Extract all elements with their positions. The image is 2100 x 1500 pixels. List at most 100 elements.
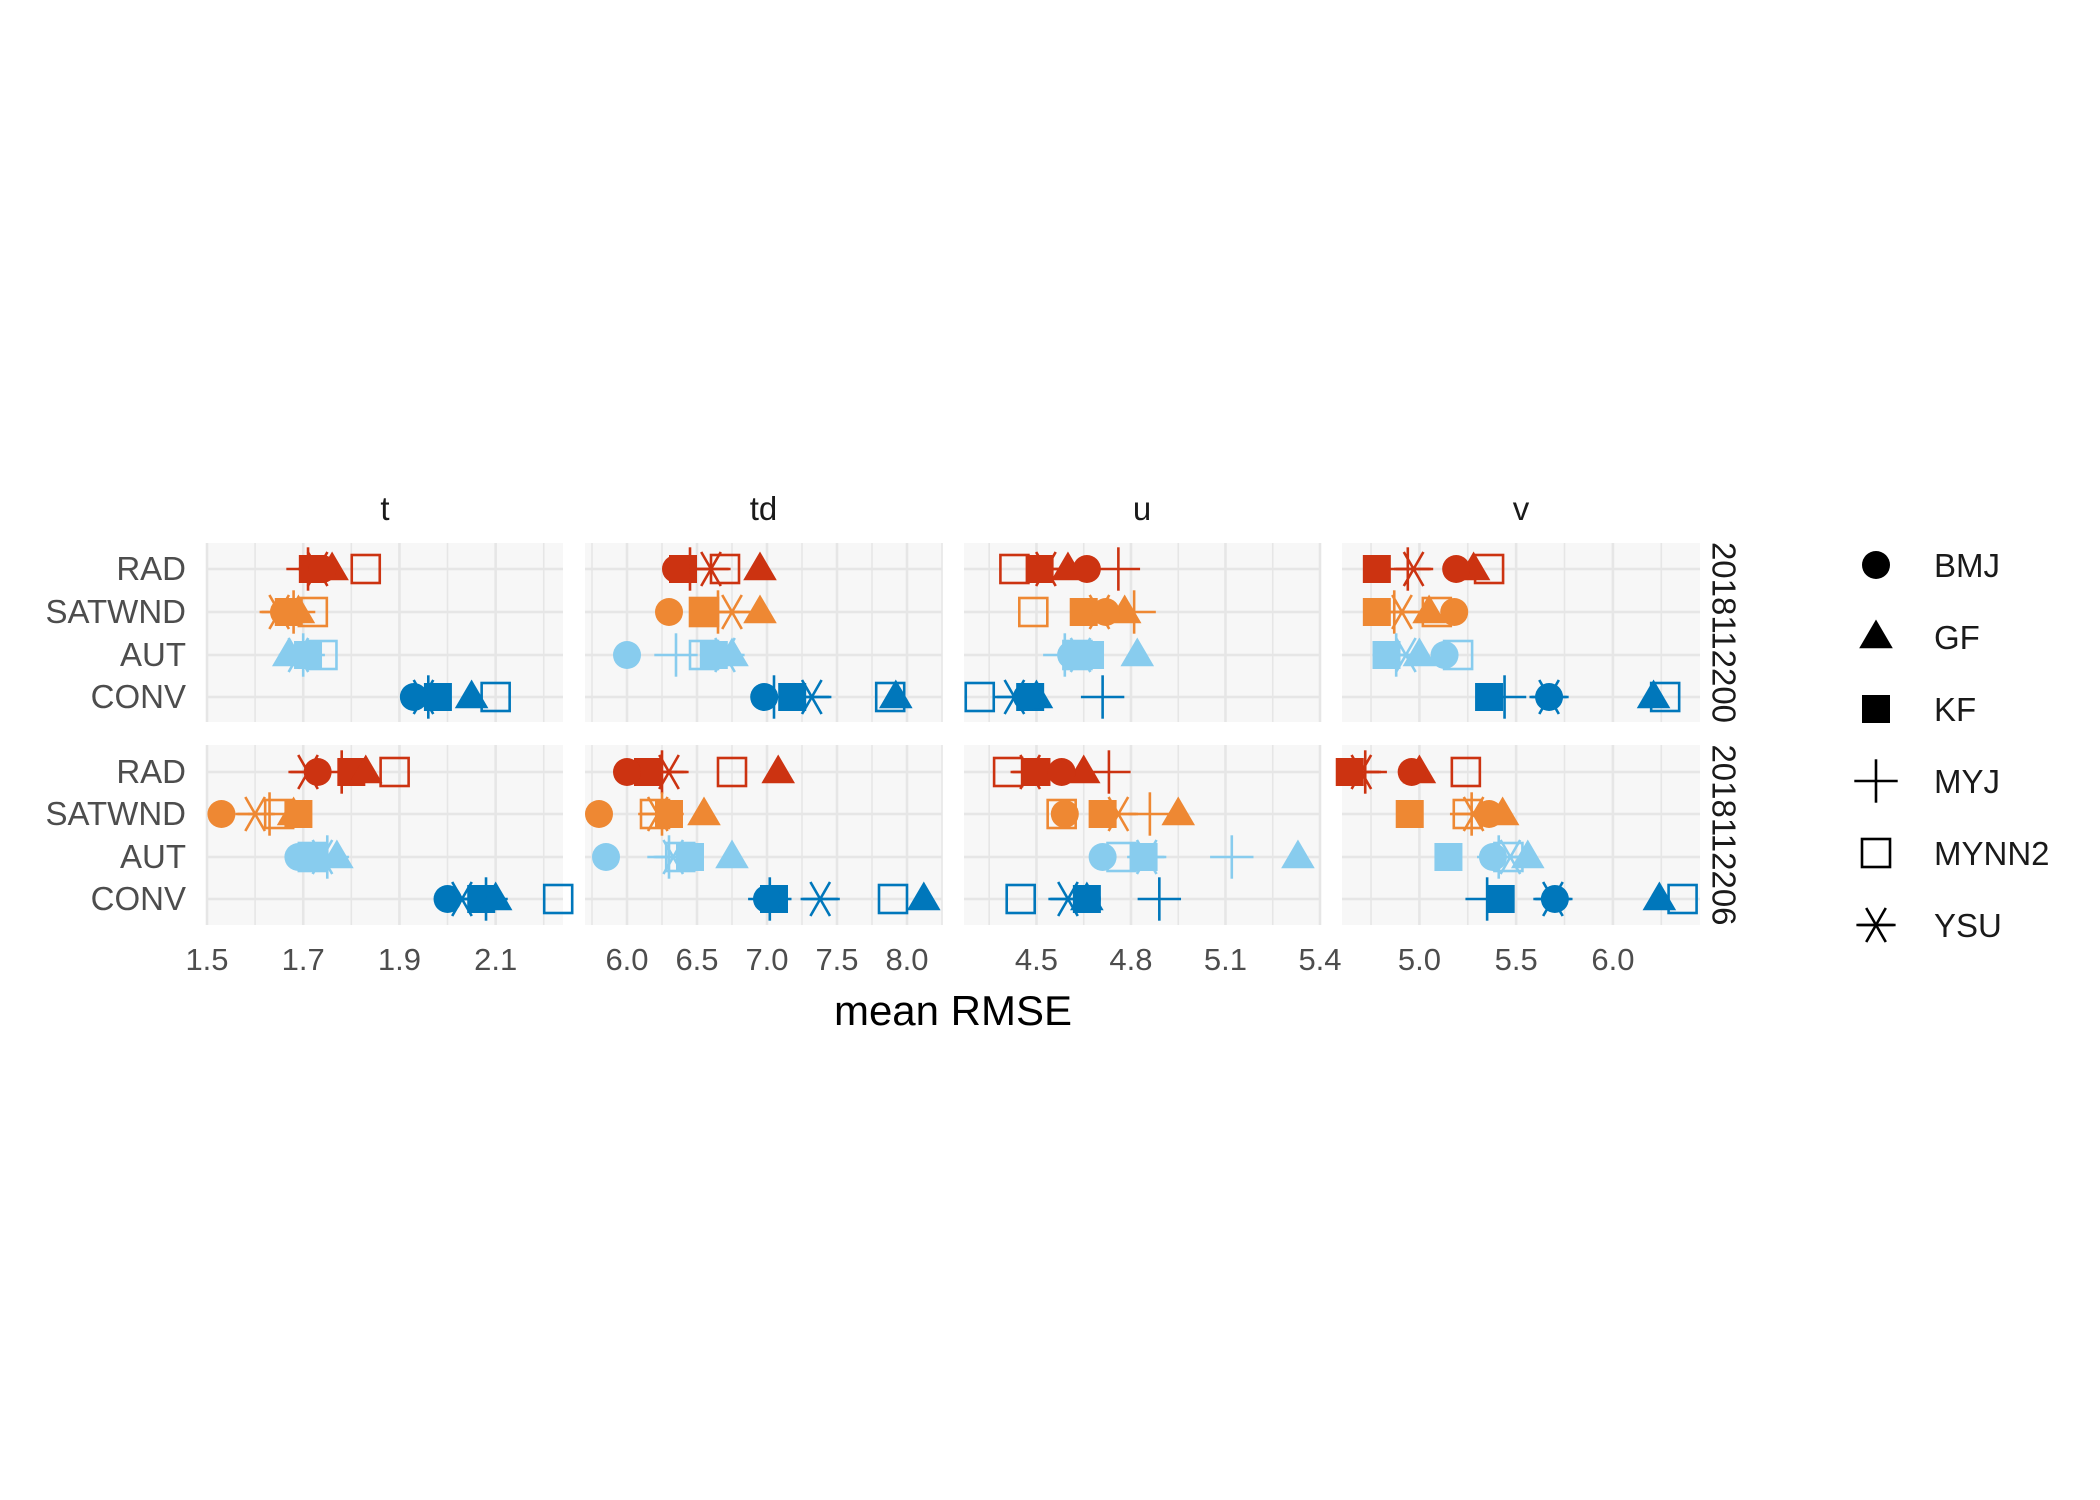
point-v-2018112206-CONV-GF: [1642, 881, 1677, 911]
row-strips: 2018112200 2018112206: [1706, 542, 1743, 925]
x-tick-t: 2.1: [474, 942, 517, 977]
point-u-2018112200-SATWND-BMJ: [1091, 598, 1120, 626]
point-v-2018112200-AUT-GF: [1402, 637, 1437, 667]
legend-item-BMJ: BMJ: [1862, 547, 2000, 584]
panel-u-2018112206: [964, 745, 1322, 925]
point-td-2018112206-AUT-KF: [676, 843, 704, 871]
point-t-2018112206-AUT-GF: [320, 839, 354, 869]
x-tick-td: 6.0: [605, 942, 648, 977]
axis-labels: t td u v 2018112200 2018112206 RAD SATWND AUT CON…: [45, 490, 1742, 977]
point-td-2018112206-SATWND-KF: [655, 800, 683, 828]
point-td-2018112200-CONV-BMJ: [750, 683, 779, 711]
legend-item-MYJ: MYJ: [1854, 759, 2000, 803]
point-v-2018112206-CONV-BMJ: [1540, 885, 1569, 913]
point-td-2018112206-CONV-YSU: [800, 881, 840, 917]
point-td-2018112200-SATWND-GF: [743, 594, 777, 624]
point-td-2018112206-CONV-MYNN2: [877, 883, 909, 915]
point-td-2018112200-CONV-GF: [879, 679, 913, 709]
point-v-2018112206-AUT-GF: [1510, 839, 1545, 869]
point-v-2018112206-SATWND-KF: [1395, 800, 1424, 828]
y-tick-SATWND: SATWND: [45, 795, 186, 832]
point-v-2018112200-AUT-BMJ: [1430, 641, 1459, 669]
point-td-2018112206-RAD-GF: [761, 754, 795, 784]
point-u-2018112200-AUT-BMJ: [1057, 641, 1086, 669]
point-u-2018112206-CONV-BMJ: [1072, 885, 1101, 913]
point-td-2018112206-CONV-GF: [907, 881, 941, 911]
x-tick-v: 5.5: [1495, 942, 1538, 977]
point-u-2018112206-AUT-GF: [1281, 839, 1315, 869]
legend-key-GF: [1859, 619, 1893, 649]
point-u-2018112206-SATWND-KF: [1088, 800, 1117, 828]
strip-label-td: td: [750, 490, 778, 527]
x-tick-u: 4.5: [1015, 942, 1058, 977]
point-u-2018112206-CONV-MYNN2: [1005, 883, 1037, 915]
point-td-2018112200-AUT-GF: [715, 637, 749, 667]
point-t-2018112200-RAD-MYNN2: [350, 553, 382, 585]
panel-background: [1342, 543, 1700, 722]
point-t-2018112200-RAD-BMJ: [308, 555, 337, 583]
legend-key-MYNN2: [1860, 837, 1892, 869]
row-strip-label-2018112206: 2018112206: [1706, 744, 1743, 925]
point-td-2018112200-RAD-BMJ: [662, 555, 690, 583]
row-strip-label-2018112200: 2018112200: [1706, 542, 1743, 723]
point-td-2018112206-SATWND-BMJ: [585, 800, 613, 828]
point-t-2018112206-SATWND-BMJ: [207, 800, 236, 828]
point-v-2018112200-AUT-KF: [1372, 641, 1401, 669]
point-t-2018112206-CONV-BMJ: [433, 885, 462, 913]
point-u-2018112200-AUT-GF: [1120, 637, 1155, 667]
legend-label: MYNN2: [1934, 835, 2050, 872]
x-tick-t: 1.7: [282, 942, 325, 977]
point-td-2018112206-RAD-MYNN2: [716, 756, 748, 788]
point-t-2018112206-SATWND-GF: [276, 796, 311, 826]
x-tick-td: 7.5: [815, 942, 858, 977]
point-u-2018112200-RAD-BMJ: [1072, 555, 1101, 583]
y-tick-CONV: CONV: [91, 678, 186, 715]
point-td-2018112200-AUT-BMJ: [613, 641, 641, 669]
point-td-2018112206-RAD-BMJ: [613, 758, 641, 786]
panel-td-2018112206: [585, 745, 943, 925]
legend-key-YSU: [1856, 907, 1896, 943]
panel-t-2018112200: [205, 543, 563, 722]
legend-key-BMJ: [1862, 551, 1890, 579]
y-tick-AUT: AUT: [120, 838, 186, 875]
panel-background: [207, 745, 563, 925]
point-t-2018112200-SATWND-BMJ: [269, 598, 298, 626]
point-u-2018112206-RAD-GF: [1066, 754, 1101, 784]
x-tick-td: 6.5: [675, 942, 718, 977]
point-t-2018112200-CONV-GF: [454, 679, 489, 709]
point-v-2018112206-CONV-KF: [1486, 885, 1515, 913]
point-v-2018112200-CONV-KF: [1475, 683, 1504, 711]
point-u-2018112206-RAD-MYJ: [1087, 750, 1131, 794]
point-u-2018112200-CONV-BMJ: [1013, 683, 1042, 711]
point-td-2018112200-AUT-MYJ: [654, 633, 698, 677]
panels: [205, 543, 1700, 925]
x-tick-t: 1.5: [185, 942, 228, 977]
panel-v-2018112206: [1335, 745, 1700, 925]
panel-t-2018112206: [205, 745, 574, 925]
strip-label-t: t: [380, 490, 389, 527]
x-tick-t: 1.9: [378, 942, 421, 977]
point-u-2018112200-RAD-KF: [1025, 555, 1054, 583]
point-v-2018112200-RAD-YSU: [1394, 551, 1434, 587]
point-u-2018112206-CONV-MYJ: [1137, 877, 1182, 921]
point-v-2018112206-SATWND-BMJ: [1475, 800, 1504, 828]
point-u-2018112200-RAD-MYJ: [1096, 547, 1141, 591]
y-tick-RAD: RAD: [116, 753, 186, 790]
point-v-2018112200-CONV-BMJ: [1535, 683, 1564, 711]
point-t-2018112206-SATWND-YSU: [235, 796, 275, 832]
y-tick-RAD: RAD: [116, 550, 186, 587]
point-v-2018112200-SATWND-GF: [1412, 594, 1446, 624]
point-u-2018112206-RAD-BMJ: [1047, 758, 1076, 786]
point-td-2018112200-CONV-KF: [778, 683, 807, 711]
legend-item-MYNN2: MYNN2: [1860, 835, 2050, 872]
legend: BMJ GF KF MYJ MYNN2 YSU: [1854, 547, 2050, 944]
legend-label: YSU: [1934, 907, 2002, 944]
point-v-2018112200-SATWND-KF: [1362, 598, 1391, 626]
panel-td-2018112200: [585, 543, 943, 722]
point-t-2018112206-AUT-BMJ: [284, 843, 313, 871]
point-t-2018112206-CONV-GF: [478, 881, 513, 911]
point-u-2018112200-CONV-MYNN2: [964, 681, 996, 713]
point-t-2018112200-CONV-KF: [423, 683, 452, 711]
legend-label: MYJ: [1934, 763, 2000, 800]
